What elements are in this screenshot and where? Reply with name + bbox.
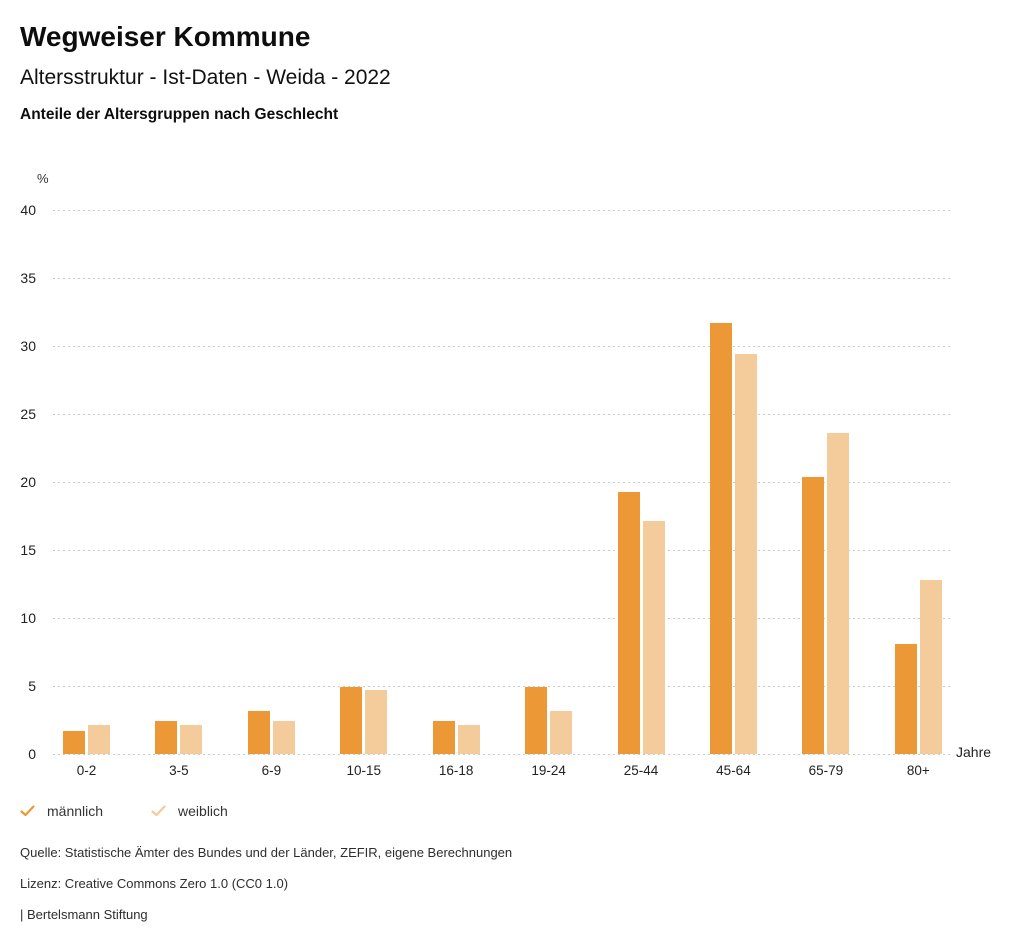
bar-männlich-16-18 [432,721,455,754]
chart-subtitle: Altersstruktur - Ist-Daten - Weida - 202… [20,66,391,89]
gridline-20 [53,482,950,483]
bar-männlich-80+ [894,643,917,754]
bar-männlich-19-24 [525,687,548,754]
check-icon [151,805,166,817]
bar-männlich-25-44 [617,491,640,754]
bar-weiblich-3-5 [180,725,203,754]
bar-weiblich-19-24 [550,710,573,754]
gridline-30 [53,346,950,347]
gridline-15 [53,550,950,551]
bar-weiblich-45-64 [734,354,757,754]
y-axis-tick-label: 40 [20,202,36,218]
bar-weiblich-10-15 [365,690,388,754]
gridline-40 [53,210,950,211]
y-axis-tick-label: 30 [20,338,36,354]
legend-item-weiblich[interactable]: weiblich [151,803,228,819]
x-axis-title: Jahre [956,744,992,760]
x-axis-tick-label: 6-9 [261,763,282,778]
bar-weiblich-0-2 [88,725,110,754]
bar-männlich-3-5 [155,721,178,754]
y-axis-tick-label: 15 [20,542,36,558]
x-axis-tick-label: 0-2 [76,763,97,778]
page-title: Wegweiser Kommune [20,21,311,52]
x-axis-tick-label: 45-64 [716,763,751,778]
y-axis-tick-label: 25 [20,406,36,422]
y-axis-tick-label: 10 [20,610,36,626]
x-axis-tick-label: 16-18 [438,763,474,778]
branding-note: | Bertelsmann Stiftung [20,907,148,922]
y-axis-tick-label: 5 [28,678,36,694]
chart-heading: Anteile der Altersgruppen nach Geschlech… [20,106,339,123]
legend-label-maennlich: männlich [47,803,104,819]
bar-weiblich-16-18 [457,725,480,754]
x-axis-tick-label: 80+ [906,763,930,778]
x-axis-tick-label: 3-5 [169,763,189,778]
y-axis-unit-label: % [37,171,49,186]
x-axis-tick-label: 25-44 [623,763,659,778]
legend: männlich weiblich [20,803,228,819]
source-note: Quelle: Statistische Ämter des Bundes un… [20,845,513,860]
y-axis-tick-label: 0 [28,746,36,762]
x-axis-tick-label: 10-15 [346,763,382,778]
x-axis-tick-label: 19-24 [531,763,566,778]
license-note: Lizenz: Creative Commons Zero 1.0 (CC0 1… [20,876,289,891]
bar-männlich-10-15 [340,687,363,754]
gridline-5 [53,686,950,687]
y-axis-tick-label: 20 [20,474,36,490]
bar-männlich-65-79 [802,476,825,754]
x-axis-tick-label: 65-79 [808,763,844,778]
bar-weiblich-65-79 [827,433,850,754]
bar-männlich-6-9 [247,710,270,754]
check-icon [20,805,35,817]
gridline-35 [53,278,950,279]
y-axis-tick-label: 35 [20,270,36,286]
legend-label-weiblich: weiblich [178,803,228,819]
gridline-25 [53,414,950,415]
bar-weiblich-80+ [919,579,942,754]
legend-item-maennlich[interactable]: männlich [20,803,103,819]
bar-weiblich-6-9 [272,721,295,754]
bar-männlich-45-64 [709,322,732,754]
gridline-10 [53,618,950,619]
bar-weiblich-25-44 [642,521,665,754]
gridline-0 [53,754,950,755]
bar-männlich-0-2 [63,730,85,754]
